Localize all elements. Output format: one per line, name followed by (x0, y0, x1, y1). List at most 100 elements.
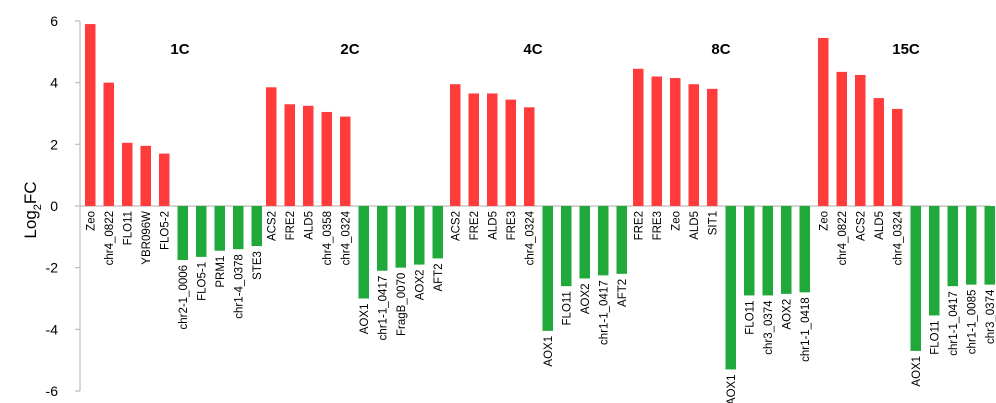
bar-upregulated (85, 24, 96, 207)
bar-category-label: AOX2 (781, 299, 793, 330)
y-tick-label: 4 (50, 75, 58, 91)
y-axis-label: Log2FC (21, 181, 44, 238)
bar-upregulated (670, 78, 681, 206)
bar-downregulated (929, 206, 940, 316)
bar-category-label: chr1-1_0418 (800, 297, 812, 362)
bar-upregulated (633, 68, 644, 207)
group-title: 2C (340, 41, 359, 58)
bar-upregulated (524, 107, 535, 206)
bar-category-label: chr2-1_0006 (178, 265, 190, 330)
bar-upregulated (688, 84, 699, 206)
bar-category-label: chr1-4_0378 (233, 254, 245, 319)
bar-downregulated (616, 206, 627, 274)
bar-downregulated (414, 206, 425, 265)
bar-category-label: chr3_0374 (985, 289, 996, 344)
bar-category-label: FLO11 (561, 291, 573, 325)
bar-category-label: chr1-1_0417 (948, 291, 960, 356)
bar-category-label: AFT2 (617, 279, 629, 307)
bar-category-label: ALD5 (689, 211, 701, 240)
bar-category-label: FragB_0070 (396, 273, 408, 336)
bar-upregulated (266, 87, 277, 206)
bar-category-label: AFT2 (433, 263, 445, 291)
bar-downregulated (177, 206, 188, 260)
bar-upregulated (140, 145, 151, 206)
bar-downregulated (781, 206, 792, 294)
group-title: 8C (711, 41, 730, 58)
bar-upregulated (159, 153, 170, 206)
bar-category-label: SIT1 (707, 211, 719, 235)
bar-downregulated (947, 206, 958, 287)
bar-downregulated (196, 206, 207, 257)
bar-category-label: AOX2 (414, 270, 426, 301)
bar-category-label: Zeo (670, 211, 682, 231)
bar-upregulated (873, 98, 884, 206)
bar-category-label: FLO11 (744, 300, 756, 334)
bar-upregulated (340, 116, 351, 206)
bar-downregulated (598, 206, 609, 276)
bar-upregulated (321, 111, 332, 206)
y-tick-label: 6 (50, 13, 58, 29)
bar-upregulated (468, 93, 479, 206)
bar-category-label: chr3_0374 (763, 300, 775, 355)
bar-downregulated (984, 206, 995, 285)
bar-category-label: ACS2 (855, 211, 867, 241)
bar-category-label: AOX1 (359, 304, 371, 335)
bar-upregulated (103, 82, 114, 206)
bar-downregulated (542, 206, 553, 331)
bar-downregulated (966, 206, 977, 285)
bar-category-label: STE3 (252, 251, 264, 280)
bar-category-label: chr4_0324 (340, 210, 352, 265)
bar-downregulated (251, 206, 262, 247)
bar-category-label: FRE2 (633, 211, 645, 240)
y-axis-label-tail: FC (21, 181, 40, 204)
bar-category-label: ACS2 (266, 211, 278, 241)
bar-upregulated (651, 76, 662, 206)
bar-category-label: chr4_0822 (104, 211, 116, 265)
bars-layer (85, 24, 995, 370)
bar-category-label: AOX1 (911, 356, 923, 387)
bar-category-label: FRE2 (469, 211, 481, 240)
bar-category-label: chr4_0358 (322, 211, 334, 265)
bar-upregulated (818, 37, 829, 207)
bar-category-label: FLO11 (122, 211, 134, 245)
bar-category-label: chr1-1_0085 (966, 290, 978, 355)
bar-category-label: AOX2 (580, 283, 592, 314)
bar-category-label: ACS2 (450, 211, 462, 241)
bar-category-label: FRE2 (285, 211, 297, 240)
bar-upregulated (505, 99, 516, 206)
bar-category-label: FLO11 (929, 320, 941, 354)
bar-upregulated (855, 74, 866, 206)
group-title: 15C (892, 41, 920, 58)
group-title: 4C (523, 41, 542, 58)
bar-downregulated (561, 206, 572, 287)
group-title: 1C (170, 41, 189, 58)
bar-upregulated (707, 88, 718, 206)
bar-category-label: Zeo (818, 211, 830, 231)
bar-downregulated (762, 206, 773, 296)
y-tick-label: 0 (50, 198, 58, 214)
y-axis-label-main: Log (21, 210, 40, 238)
bar-category-label: YBR096W (141, 211, 153, 265)
bar-downregulated (358, 206, 369, 299)
bar-category-label: chr1-1_0417 (598, 280, 610, 345)
bar-upregulated (284, 104, 295, 206)
bar-upregulated (487, 93, 498, 206)
y-tick-label: -4 (46, 321, 59, 337)
bar-downregulated (233, 206, 244, 250)
y-axis-label-sub: 2 (32, 204, 44, 210)
bar-category-label: chr4_0324 (524, 210, 536, 265)
category-labels-layer: Zeo chr4_0822 FLO11 YBR096W FLO5-2 chr2-1_000… (85, 210, 996, 403)
bar-downregulated (744, 206, 755, 296)
bar-downregulated (377, 206, 388, 271)
bar-upregulated (836, 71, 847, 206)
bar-category-label: chr4_0822 (837, 211, 849, 265)
bar-downregulated (910, 206, 921, 351)
bar-category-label: chr4_0324 (892, 210, 904, 265)
y-tick-label: 2 (50, 136, 58, 152)
bar-category-label: FRE3 (506, 211, 518, 240)
bar-downregulated (579, 206, 590, 279)
bar-category-label: Zeo (85, 211, 97, 231)
bar-category-label: ALD5 (874, 211, 886, 240)
bar-category-label: FLO5-2 (159, 211, 171, 250)
